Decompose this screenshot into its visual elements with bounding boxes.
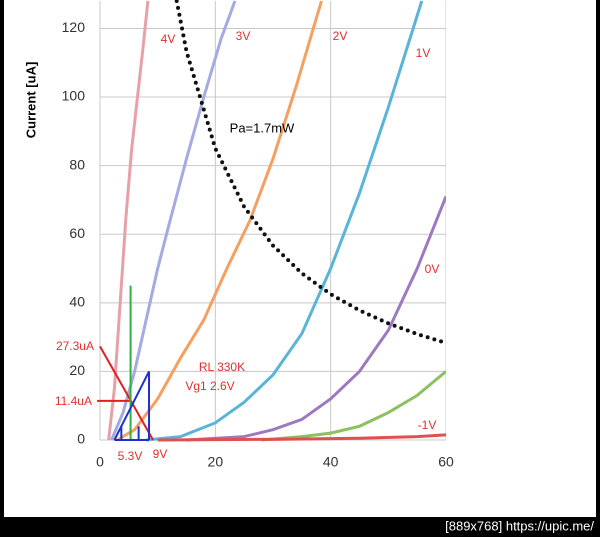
y-tick-label: 0 xyxy=(77,431,85,447)
x-tick-label: 20 xyxy=(208,454,224,470)
series-line xyxy=(157,433,446,442)
series-label: 4V xyxy=(161,32,176,46)
x-tick-label: 0 xyxy=(96,454,104,470)
annotation: 11.4uA xyxy=(55,394,92,408)
series-label: Pa=1.7mW xyxy=(230,120,295,135)
annotation: RL 330K xyxy=(199,360,245,374)
series-label: 0V xyxy=(425,262,440,276)
y-tick-label: 20 xyxy=(69,362,85,378)
y-tick-label: 120 xyxy=(62,19,86,35)
x-tick-label: 60 xyxy=(438,454,454,470)
panel xyxy=(4,0,596,517)
series-line xyxy=(145,0,424,442)
annotation-line xyxy=(99,345,154,441)
annotation: 5.3V xyxy=(118,449,143,463)
annotation: Vg1 2.6V xyxy=(185,379,234,393)
annotation: 9V xyxy=(153,447,168,461)
y-tick-label: 80 xyxy=(69,156,85,172)
y-tick-label: 40 xyxy=(69,294,85,310)
series-label: 2V xyxy=(333,29,348,43)
plot xyxy=(99,0,446,442)
annotation: 27.3uA xyxy=(56,339,94,353)
series-label: 1V xyxy=(416,46,431,60)
y-tick-label: 60 xyxy=(69,225,85,241)
series-line xyxy=(186,195,446,442)
annotation-line xyxy=(113,370,150,441)
x-tick-label: 40 xyxy=(323,454,339,470)
footer: [889x768] https://upic.me/ xyxy=(445,518,594,533)
series-line xyxy=(261,370,446,442)
y-tick-label: 100 xyxy=(62,88,86,104)
series-label: 3V xyxy=(236,29,251,43)
series-line xyxy=(174,0,446,345)
series-label: -1V xyxy=(418,418,437,432)
y-axis-title: Current [uA] xyxy=(23,62,38,139)
series-line xyxy=(110,0,237,441)
series-line xyxy=(116,0,323,442)
